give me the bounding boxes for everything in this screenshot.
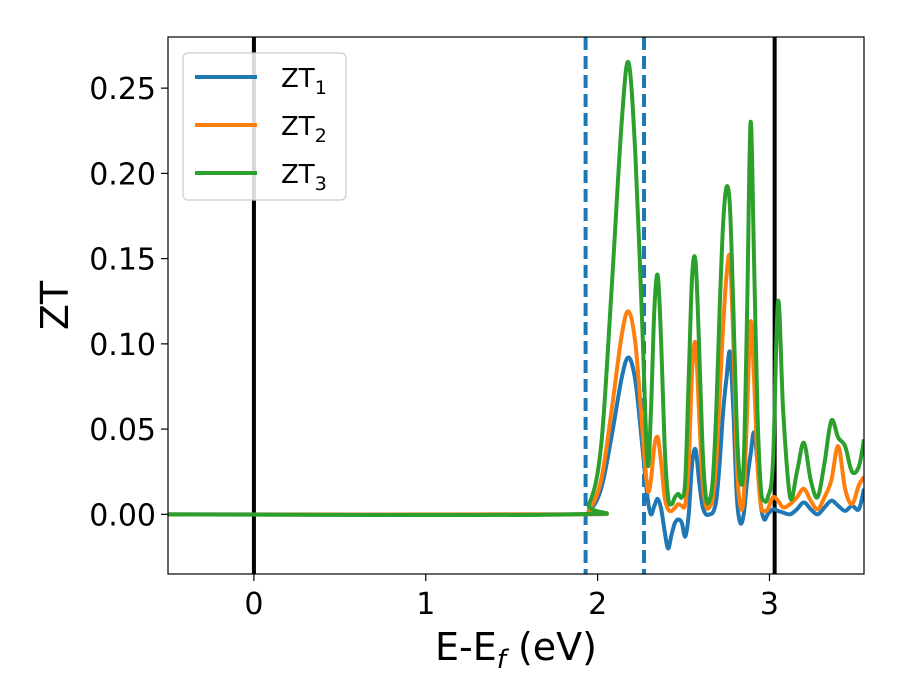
series-line-zt2 [168,252,864,517]
legend: ZT1 ZT2 ZT3 [182,52,347,201]
y-tick-label: 0.05 [89,413,156,448]
plot-area-frame [167,36,865,575]
y-tick-label: 0.25 [89,72,156,107]
x-axis-label: E-Ef (eV) [435,625,597,675]
x-axis-ticks: 0 1 2 3 [244,574,779,622]
legend-label-zt3: ZT3 [281,160,327,195]
y-tick-label: 0.00 [89,498,156,533]
x-axis-label-unit: (eV) [506,625,597,669]
y-axis-label: ZT [33,280,77,330]
y-tick-label: 0.15 [89,243,156,278]
legend-box [182,52,347,201]
x-tick-label: 3 [760,587,779,622]
series-lines [168,59,864,551]
legend-label-zt1: ZT1 [281,64,327,99]
y-tick-label: 0.20 [89,157,156,192]
x-axis-label-main: E-E [435,625,497,669]
legend-label-zt2: ZT2 [281,112,327,147]
series-line-zt3 [168,59,864,518]
x-tick-label: 1 [416,587,435,622]
y-tick-label: 0.10 [89,328,156,363]
x-tick-label: 2 [588,587,607,622]
y-axis-ticks: 0.00 0.05 0.10 0.15 0.20 0.25 [89,72,168,533]
x-tick-label: 0 [244,587,263,622]
